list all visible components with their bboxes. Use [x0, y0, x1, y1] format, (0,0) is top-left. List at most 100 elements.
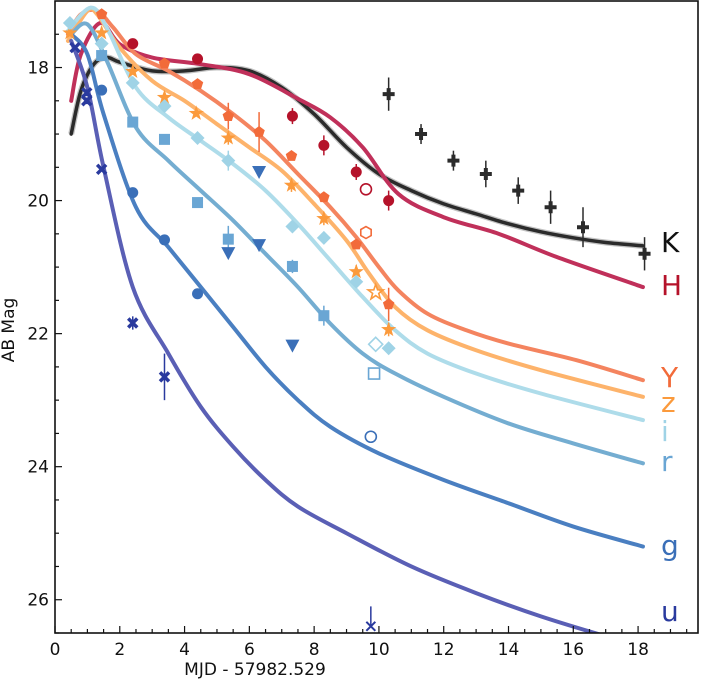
open-point-H — [359, 182, 373, 196]
data-point-K — [577, 221, 590, 234]
data-point-H — [127, 38, 139, 50]
data-point-g — [96, 84, 108, 96]
open-point-Y — [359, 225, 372, 240]
model-curve-i — [65, 5, 645, 423]
model-curves — [65, 5, 645, 633]
data-point-r — [96, 50, 108, 62]
x-tick-label: 18 — [627, 640, 649, 660]
model-curve-g — [69, 32, 645, 549]
data-point-z — [156, 89, 173, 104]
x-tick-label: 4 — [179, 640, 190, 660]
y-tick-label: 22 — [27, 325, 49, 345]
data-point-i — [316, 230, 331, 245]
data-point-z — [381, 321, 397, 337]
model-curve-z — [65, 6, 645, 399]
upper-limit-g — [285, 339, 300, 353]
data-point-i — [221, 153, 236, 168]
data-point-r — [286, 260, 298, 272]
data-point-z — [283, 177, 300, 192]
data-point-i — [125, 75, 140, 90]
data-point-H — [350, 166, 362, 178]
data-point-H — [286, 110, 298, 122]
data-point-i — [190, 131, 205, 146]
data-point-z — [188, 105, 204, 120]
data-point-r — [222, 233, 234, 245]
data-point-Y — [95, 8, 108, 20]
band-label-H: H — [661, 269, 682, 302]
data-point-Y — [253, 126, 265, 137]
y-tick-label: 20 — [27, 192, 49, 212]
x-tick-label: 8 — [309, 640, 320, 660]
data-point-Y — [191, 78, 204, 90]
y-axis-label: AB Mag — [0, 298, 19, 363]
data-point-Y — [158, 57, 171, 69]
data-point-g — [127, 187, 139, 199]
data-point-r — [127, 116, 139, 128]
data-point-K — [382, 88, 395, 101]
data-point-Y — [350, 238, 362, 250]
band-label-i: i — [661, 415, 669, 448]
x-tick-label: 2 — [114, 640, 125, 660]
data-point-K — [638, 247, 651, 260]
open-point-z — [365, 281, 386, 301]
data-point-H — [192, 53, 204, 65]
plot-frame — [54, 0, 699, 634]
upper-limit-g — [221, 247, 236, 261]
data-point-i — [62, 15, 77, 30]
data-point-z — [125, 63, 141, 78]
data-point-i — [157, 99, 172, 114]
upper-limit-g — [252, 165, 267, 179]
data-point-i — [94, 36, 109, 51]
open-point-g — [364, 430, 378, 444]
model-curve-K — [69, 55, 645, 248]
upper-limit-g — [252, 239, 267, 253]
data-point-Y — [222, 110, 235, 121]
open-point-u — [365, 621, 377, 632]
y-tick-label: 18 — [27, 59, 49, 79]
data-point-u — [69, 41, 81, 54]
data-point-H — [318, 139, 330, 151]
model-curve-r — [69, 21, 645, 466]
band-label-r: r — [661, 445, 673, 478]
data-point-z — [62, 24, 78, 40]
data-point-u — [127, 317, 139, 329]
data-point-z — [348, 263, 364, 279]
band-label-u: u — [661, 595, 679, 628]
data-point-i — [381, 341, 396, 356]
data-point-H — [383, 195, 395, 207]
open-point-r — [367, 367, 381, 380]
data-point-K — [512, 184, 525, 197]
data-point-u — [158, 371, 171, 383]
data-point-i — [349, 274, 364, 289]
x-axis-label: MJD - 57982.529 — [184, 660, 326, 680]
y-tick-label: 26 — [27, 591, 49, 611]
data-point-i — [285, 219, 300, 234]
y-tick-label: 24 — [27, 458, 49, 478]
x-tick-label: 10 — [368, 640, 390, 660]
data-point-Y — [318, 191, 330, 203]
open-point-i — [367, 336, 384, 353]
data-point-g — [192, 288, 204, 300]
data-point-r — [192, 197, 204, 209]
data-point-Y — [382, 298, 395, 310]
data-point-K — [544, 201, 557, 214]
data-point-K — [447, 154, 460, 167]
data-point-z — [220, 130, 236, 145]
band-label-z: z — [661, 386, 676, 419]
data-point-g — [158, 234, 170, 246]
data-point-r — [158, 133, 170, 145]
x-tick-label: 16 — [562, 640, 584, 660]
data-point-u — [95, 163, 108, 176]
data-point-u — [81, 95, 93, 107]
model-curve-Y — [65, 8, 645, 383]
data-points — [62, 8, 651, 632]
band-label-g: g — [661, 529, 679, 562]
band-label-Y: Y — [660, 361, 679, 394]
data-point-K — [415, 128, 428, 141]
data-point-z — [94, 24, 110, 40]
model-curve-u — [69, 38, 602, 633]
x-tick-label: 6 — [244, 640, 255, 660]
x-tick-label: 14 — [498, 640, 520, 660]
